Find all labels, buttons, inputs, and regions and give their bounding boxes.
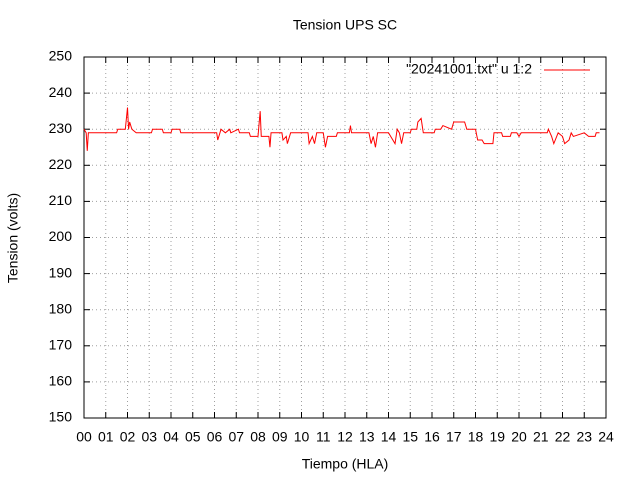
x-tick-label: 15: [402, 429, 418, 445]
y-tick-label: 160: [49, 373, 73, 389]
x-tick-label: 09: [272, 429, 288, 445]
y-tick-label: 150: [49, 409, 73, 425]
x-tick-label: 14: [381, 429, 397, 445]
x-tick-label: 19: [489, 429, 505, 445]
x-tick-label: 18: [468, 429, 484, 445]
x-tick-label: 10: [294, 429, 310, 445]
x-tick-label: 20: [511, 429, 527, 445]
x-tick-label: 21: [533, 429, 549, 445]
x-tick-label: 23: [576, 429, 592, 445]
x-tick-label: 06: [207, 429, 223, 445]
x-axis-label: Tiempo (HLA): [302, 456, 389, 472]
x-tick-label: 00: [76, 429, 92, 445]
y-tick-label: 230: [49, 120, 73, 136]
x-tick-label: 13: [359, 429, 375, 445]
legend-label: "20241001.txt" u 1:2: [406, 61, 532, 77]
chart-title: Tension UPS SC: [293, 17, 397, 33]
x-tick-label: 22: [555, 429, 571, 445]
y-tick-label: 180: [49, 300, 73, 316]
x-tick-label: 01: [98, 429, 114, 445]
y-tick-label: 170: [49, 337, 73, 353]
x-tick-label: 17: [446, 429, 462, 445]
x-tick-label: 04: [163, 429, 179, 445]
data-line: [83, 107, 600, 151]
x-tick-label: 03: [141, 429, 157, 445]
x-tick-label: 12: [337, 429, 353, 445]
y-tick-label: 210: [49, 192, 73, 208]
y-tick-label: 240: [49, 84, 73, 100]
x-tick-label: 07: [228, 429, 244, 445]
x-tick-label: 08: [250, 429, 266, 445]
y-tick-label: 220: [49, 156, 73, 172]
x-tick-label: 05: [185, 429, 201, 445]
y-axis-label: Tension (volts): [5, 193, 21, 283]
x-tick-label: 02: [120, 429, 136, 445]
x-tick-label: 24: [598, 429, 614, 445]
y-tick-label: 190: [49, 264, 73, 280]
plot-border: [83, 56, 607, 419]
y-tick-label: 250: [49, 48, 73, 64]
y-tick-label: 200: [49, 228, 73, 244]
x-tick-label: 11: [316, 429, 331, 445]
x-tick-label: 16: [424, 429, 440, 445]
